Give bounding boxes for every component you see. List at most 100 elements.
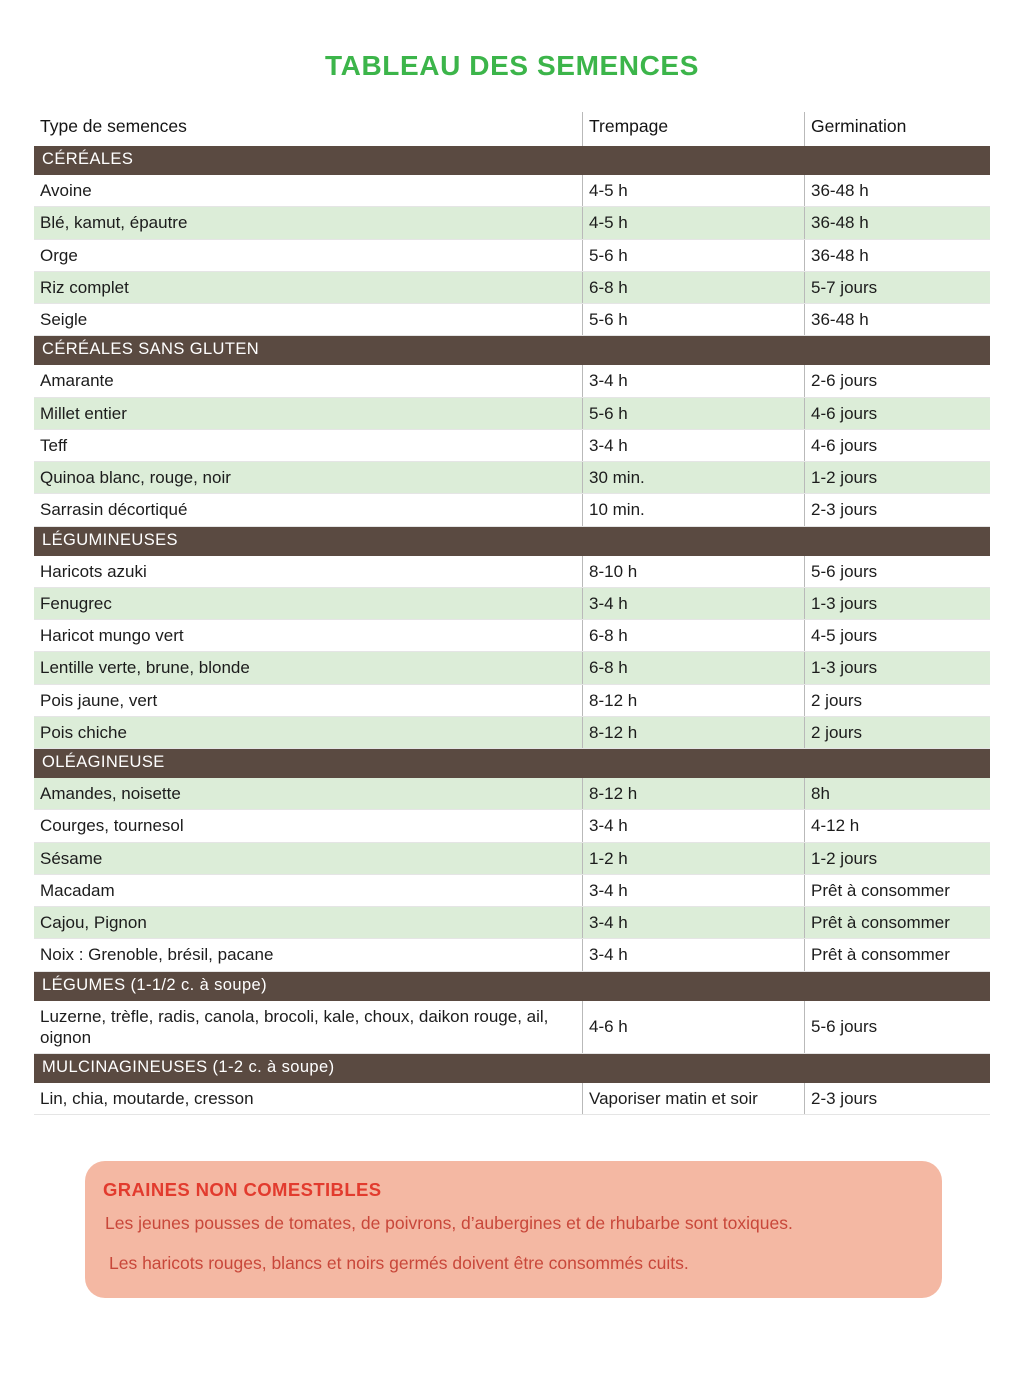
seed-type-cell: Teff bbox=[40, 435, 68, 455]
table-row: Orge 5-6 h 36-48 h bbox=[34, 239, 990, 272]
column-header-trempage: Trempage bbox=[582, 112, 804, 146]
trempage-cell: 3-4 h bbox=[582, 365, 804, 397]
column-header-type: Type de semences bbox=[40, 116, 187, 136]
seed-type-cell: Luzerne, trèfle, radis, canola, brocoli,… bbox=[40, 1006, 549, 1047]
seed-type-cell: Amarante bbox=[40, 371, 114, 391]
trempage-cell: 3-4 h bbox=[582, 907, 804, 939]
germination-cell: 4-12 h bbox=[804, 810, 990, 842]
seed-type-cell: Orge bbox=[40, 245, 78, 265]
seed-type-cell: Pois chiche bbox=[40, 722, 127, 742]
trempage-cell: 3-4 h bbox=[582, 939, 804, 971]
seed-type-cell: Quinoa blanc, rouge, noir bbox=[40, 468, 231, 487]
seed-type-cell: Avoine bbox=[40, 181, 92, 200]
germination-cell: 1-2 jours bbox=[804, 842, 990, 874]
seed-type-cell: Lin, chia, moutarde, cresson bbox=[40, 1089, 254, 1108]
germination-cell: 1-2 jours bbox=[804, 462, 990, 494]
table-row: Noix : Grenoble, brésil, pacane 3-4 h Prêt… bbox=[34, 939, 990, 972]
warning-line-1: Les jeunes pousses de tomates, de poivro… bbox=[105, 1213, 793, 1234]
table-header-row: Type de semences Trempage Germination bbox=[34, 112, 990, 146]
seed-type-cell: Riz complet bbox=[40, 277, 129, 297]
trempage-cell: 30 min. bbox=[582, 462, 804, 494]
seed-type-cell: Pois jaune, vert bbox=[40, 690, 158, 710]
table-row: Macadam 3-4 h Prêt à consommer bbox=[34, 874, 990, 907]
trempage-cell: 5-6 h bbox=[582, 397, 804, 429]
trempage-cell: Vaporiser matin et soir bbox=[582, 1083, 804, 1115]
table-row: Blé, kamut, épautre 4-5 h 36-48 h bbox=[34, 207, 990, 240]
table-row: Luzerne, trèfle, radis, canola, brocoli,… bbox=[34, 1000, 990, 1054]
trempage-cell: 4-5 h bbox=[582, 175, 804, 207]
trempage-cell: 3-4 h bbox=[582, 810, 804, 842]
table-row: Fenugrec 3-4 h 1-3 jours bbox=[34, 587, 990, 620]
germination-cell: 2 jours bbox=[804, 684, 990, 716]
seed-type-cell: Noix : Grenoble, brésil, pacane bbox=[40, 945, 274, 965]
germination-cell: 36-48 h bbox=[804, 207, 990, 239]
seed-type-cell: Blé, kamut, épautre bbox=[40, 213, 188, 233]
trempage-cell: 5-6 h bbox=[582, 239, 804, 271]
germination-cell: 36-48 h bbox=[804, 304, 990, 336]
table-row: Sésame 1-2 h 1-2 jours bbox=[34, 842, 990, 875]
table-row: Lentille verte, brune, blonde 6-8 h 1-3 jo… bbox=[34, 652, 990, 685]
seed-type-cell: Fenugrec bbox=[40, 593, 112, 613]
germination-cell: 2-6 jours bbox=[804, 365, 990, 397]
trempage-cell: 4-5 h bbox=[582, 207, 804, 239]
trempage-cell: 6-8 h bbox=[582, 652, 804, 684]
table-row: Amarante 3-4 h 2-6 jours bbox=[34, 365, 990, 398]
germination-cell: 1-3 jours bbox=[804, 587, 990, 619]
germination-cell: 36-48 h bbox=[804, 175, 990, 207]
seed-type-cell: Seigle bbox=[40, 310, 88, 329]
table-row: Lin, chia, moutarde, cresson Vaporiser ma… bbox=[34, 1083, 990, 1116]
trempage-cell: 5-6 h bbox=[582, 304, 804, 336]
column-header-germination: Germination bbox=[804, 112, 990, 146]
trempage-cell: 1-2 h bbox=[582, 842, 804, 874]
seed-type-cell: Haricots azuki bbox=[40, 561, 147, 581]
table-row: Millet entier 5-6 h 4-6 jours bbox=[34, 397, 990, 430]
germination-cell: 1-3 jours bbox=[804, 652, 990, 684]
trempage-cell: 6-8 h bbox=[582, 620, 804, 652]
section-header: LÉGUMES (1-1/2 c. à soupe) bbox=[34, 971, 990, 1001]
table-row: Courges, tournesol 3-4 h 4-12 h bbox=[34, 810, 990, 843]
section-header: LÉGUMINEUSES bbox=[34, 526, 990, 556]
germination-cell: 5-6 jours bbox=[804, 555, 990, 587]
seed-type-cell: Macadam bbox=[40, 880, 115, 900]
germination-cell: 8h bbox=[804, 778, 990, 810]
germination-cell: 2-3 jours bbox=[804, 494, 990, 526]
table-row: Teff 3-4 h 4-6 jours bbox=[34, 429, 990, 462]
trempage-cell: 8-12 h bbox=[582, 778, 804, 810]
seed-type-cell: Millet entier bbox=[40, 403, 127, 423]
germination-cell: 36-48 h bbox=[804, 239, 990, 271]
germination-cell: Prêt à consommer bbox=[804, 874, 990, 906]
section-header: CÉRÉALES SANS GLUTEN bbox=[34, 336, 990, 366]
table-row: Riz complet 6-8 h 5-7 jours bbox=[34, 271, 990, 304]
germination-cell: Prêt à consommer bbox=[804, 939, 990, 971]
section-header: OLÉAGINEUSE bbox=[34, 749, 990, 778]
page-title: TABLEAU DES SEMENCES bbox=[325, 50, 699, 81]
table-row: Haricots azuki 8-10 h 5-6 jours bbox=[34, 555, 990, 588]
trempage-cell: 3-4 h bbox=[582, 587, 804, 619]
warning-line-2: Les haricots rouges, blancs et noirs ger… bbox=[109, 1252, 689, 1273]
table-row: Cajou, Pignon 3-4 h Prêt à consommer bbox=[34, 907, 990, 940]
table-row: Quinoa blanc, rouge, noir 30 min. 1-2 jour… bbox=[34, 462, 990, 495]
seed-table: Type de semences Trempage Germination CÉ… bbox=[34, 112, 990, 1116]
seed-type-cell: Cajou, Pignon bbox=[40, 913, 147, 932]
table-row: Avoine 4-5 h 36-48 h bbox=[34, 175, 990, 208]
germination-cell: 4-5 jours bbox=[804, 620, 990, 652]
germination-cell: 5-6 jours bbox=[804, 1000, 990, 1053]
section-header: MULCINAGINEUSES (1-2 c. à soupe) bbox=[34, 1054, 990, 1083]
trempage-cell: 6-8 h bbox=[582, 271, 804, 303]
table-row: Amandes, noisette 8-12 h 8h bbox=[34, 778, 990, 811]
seed-type-cell: Haricot mungo vert bbox=[40, 626, 184, 645]
seed-table-body: CÉRÉALES Avoine 4-5 h 36-48 h Blé, kamut, ép… bbox=[34, 146, 990, 1116]
warning-box: GRAINES NON COMESTIBLES Les jeunes pouss… bbox=[85, 1161, 942, 1298]
trempage-cell: 8-12 h bbox=[582, 716, 804, 748]
trempage-cell: 4-6 h bbox=[582, 1000, 804, 1053]
seed-type-cell: Courges, tournesol bbox=[40, 816, 184, 836]
table-row: Haricot mungo vert 6-8 h 4-5 jours bbox=[34, 620, 990, 653]
germination-cell: 2-3 jours bbox=[804, 1083, 990, 1115]
seed-type-cell: Sarrasin décortiqué bbox=[40, 500, 188, 520]
germination-cell: Prêt à consommer bbox=[804, 907, 990, 939]
seed-type-cell: Amandes, noisette bbox=[40, 784, 181, 803]
germination-cell: 4-6 jours bbox=[804, 397, 990, 429]
warning-title: GRAINES NON COMESTIBLES bbox=[103, 1179, 382, 1201]
